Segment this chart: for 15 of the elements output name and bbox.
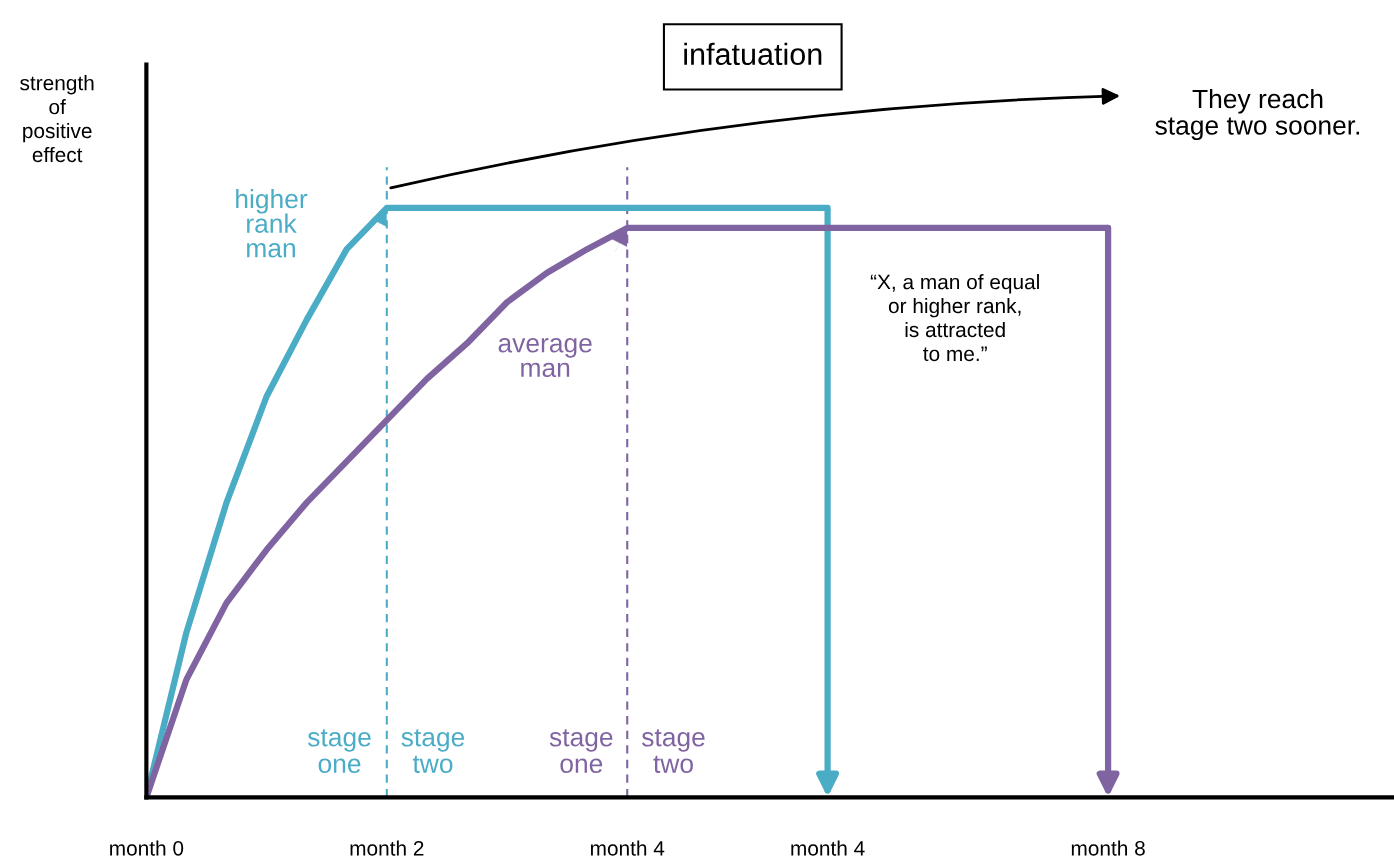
annotation: stage one <box>308 729 371 773</box>
chart-title: infatuation <box>684 42 822 66</box>
x-tick-label: month 4 <box>791 840 865 856</box>
x-tick-label: month 8 <box>1071 840 1145 856</box>
text: They reach stage two sooner. <box>1155 88 1360 141</box>
y-axis-title: strength of positive effect <box>20 75 94 163</box>
annotation: stage one <box>549 729 613 773</box>
x-tick-label: month 2 <box>350 840 424 856</box>
annotation: “X, a man of equal or higher rank, is attracted to me.” <box>870 273 1039 362</box>
annotation: stage two <box>401 729 465 773</box>
series-label: average man <box>498 338 592 378</box>
x-tick-label: month 0 <box>110 840 184 856</box>
series-label: higher rank man <box>236 188 308 258</box>
annotation: stage two <box>641 729 705 773</box>
x-tick-label: month 4 <box>590 840 665 856</box>
